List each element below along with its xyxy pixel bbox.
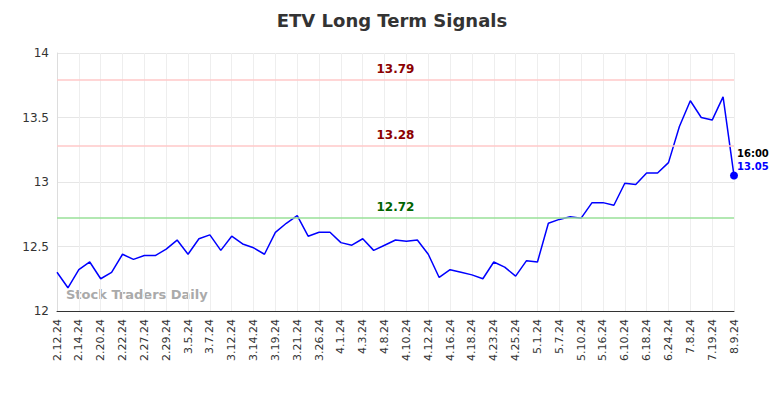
svg-text:4.12.24: 4.12.24 xyxy=(422,319,435,361)
svg-text:3.21.24: 3.21.24 xyxy=(291,319,304,361)
svg-text:16:00: 16:00 xyxy=(737,148,769,159)
svg-text:5.7.24: 5.7.24 xyxy=(553,319,566,354)
svg-text:4.3.24: 4.3.24 xyxy=(356,319,369,354)
svg-text:14: 14 xyxy=(34,46,49,60)
svg-text:3.26.24: 3.26.24 xyxy=(313,319,326,361)
svg-text:3.5.24: 3.5.24 xyxy=(182,319,195,354)
svg-text:5.1.24: 5.1.24 xyxy=(531,319,544,354)
svg-text:13: 13 xyxy=(34,175,49,189)
svg-text:13.5: 13.5 xyxy=(22,111,49,125)
svg-text:3.14.24: 3.14.24 xyxy=(247,319,260,361)
svg-text:2.27.24: 2.27.24 xyxy=(138,319,151,361)
svg-text:6.18.24: 6.18.24 xyxy=(640,319,653,361)
svg-text:6.24.24: 6.24.24 xyxy=(662,319,675,361)
svg-text:5.16.24: 5.16.24 xyxy=(596,319,609,361)
svg-text:12.5: 12.5 xyxy=(22,240,49,254)
svg-text:3.7.24: 3.7.24 xyxy=(203,319,216,354)
svg-text:2.14.24: 2.14.24 xyxy=(72,319,85,361)
svg-text:3.12.24: 3.12.24 xyxy=(225,319,238,361)
svg-text:Stock Traders Daily: Stock Traders Daily xyxy=(66,287,208,302)
svg-text:8.9.24: 8.9.24 xyxy=(728,319,741,354)
svg-text:4.16.24: 4.16.24 xyxy=(444,319,457,361)
svg-text:4.25.24: 4.25.24 xyxy=(509,319,522,361)
svg-text:2.12.24: 2.12.24 xyxy=(51,319,64,361)
svg-text:12: 12 xyxy=(34,304,49,318)
svg-text:2.22.24: 2.22.24 xyxy=(116,319,129,361)
svg-text:5.10.24: 5.10.24 xyxy=(575,319,588,361)
svg-text:13.79: 13.79 xyxy=(377,62,415,76)
svg-text:4.18.24: 4.18.24 xyxy=(465,319,478,361)
svg-text:7.8.24: 7.8.24 xyxy=(684,319,697,354)
svg-text:6.10.24: 6.10.24 xyxy=(618,319,631,361)
svg-text:3.19.24: 3.19.24 xyxy=(269,319,282,361)
svg-text:12.72: 12.72 xyxy=(377,200,415,214)
svg-text:2.29.24: 2.29.24 xyxy=(160,319,173,361)
svg-text:4.1.24: 4.1.24 xyxy=(334,319,347,354)
svg-text:13.28: 13.28 xyxy=(377,128,415,142)
svg-text:4.8.24: 4.8.24 xyxy=(378,319,391,354)
svg-text:ETV Long Term Signals: ETV Long Term Signals xyxy=(277,10,507,31)
svg-text:2.20.24: 2.20.24 xyxy=(94,319,107,361)
svg-text:4.23.24: 4.23.24 xyxy=(487,319,500,361)
svg-text:7.19.24: 7.19.24 xyxy=(706,319,719,361)
svg-text:4.10.24: 4.10.24 xyxy=(400,319,413,361)
svg-text:13.05: 13.05 xyxy=(737,161,769,172)
